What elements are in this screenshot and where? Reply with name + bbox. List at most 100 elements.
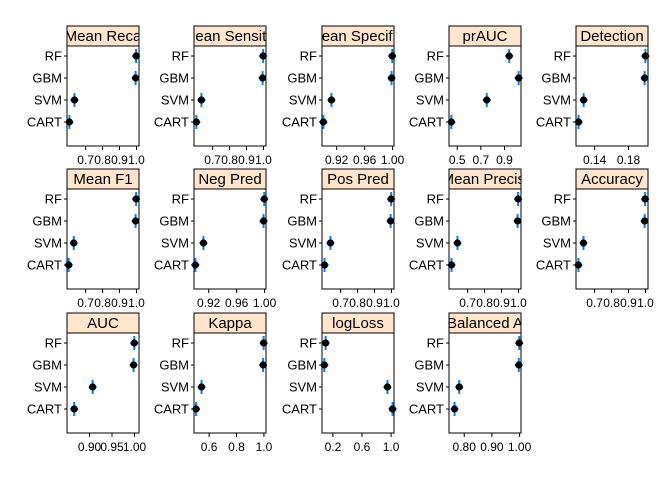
x-tick-label: 0.8	[94, 296, 111, 310]
category-label: RF	[427, 49, 444, 64]
category-label: SVM	[416, 380, 444, 395]
category-label: GBM	[159, 358, 189, 373]
x-tick-label: 0.96	[353, 153, 377, 167]
data-point	[132, 217, 140, 225]
category-label: CART	[27, 402, 62, 417]
x-tick-label: 0.9	[496, 153, 513, 167]
category-label: RF	[300, 192, 317, 207]
data-point	[450, 405, 459, 413]
data-point	[453, 239, 462, 247]
category-label: RF	[427, 192, 444, 207]
x-tick-label: 0.90	[78, 440, 102, 454]
data-point	[483, 96, 491, 104]
x-tick-label: 0.9	[111, 153, 128, 167]
data-point	[579, 239, 588, 247]
x-tick-label: 1.0	[128, 296, 145, 310]
panel-mean-precision: Mean Precisi RF GBM SVM CART 0.7 0.8 0.9 1.0	[409, 168, 527, 310]
x-tick-label: 0.8	[476, 296, 493, 310]
category-label: GBM	[32, 71, 62, 86]
category-label: SVM	[416, 93, 444, 108]
x-tick-label: 1.00	[508, 440, 532, 454]
data-point	[192, 405, 200, 413]
data-point	[70, 405, 78, 413]
data-point	[574, 261, 582, 269]
panel-border	[575, 45, 649, 147]
category-label: GBM	[541, 214, 571, 229]
x-tick-label: 1.00	[123, 440, 147, 454]
data-point	[192, 118, 200, 126]
panel-prauc: prAUC RF GBM SVM CART 0.5 0.7 0.9	[409, 25, 523, 167]
panel-border	[193, 188, 267, 290]
data-point	[319, 118, 327, 126]
x-tick-label: 0.5	[449, 153, 466, 167]
panel-auc: AUC RF GBM SVM CART 0.90 0.95 1.00	[27, 312, 147, 454]
data-point	[387, 195, 395, 203]
data-point	[388, 52, 396, 60]
category-label: RF	[45, 192, 62, 207]
x-tick-label: 0.7	[332, 296, 349, 310]
category-label: CART	[27, 258, 62, 273]
category-label: CART	[409, 115, 444, 130]
category-label: SVM	[34, 380, 62, 395]
category-label: CART	[154, 115, 189, 130]
x-tick-label: 0.8	[94, 153, 111, 167]
data-point	[514, 195, 522, 203]
x-tick-label: 0.7	[586, 296, 603, 310]
category-label: RF	[300, 49, 317, 64]
panel-border	[66, 45, 140, 147]
panel-border	[193, 45, 267, 147]
data-point	[447, 261, 456, 269]
panel-kappa: Kappa RF GBM SVM CART 0.6 0.8 1.0	[154, 312, 273, 454]
data-point	[515, 361, 523, 369]
x-tick-label: 1.0	[383, 296, 400, 310]
data-point	[197, 383, 206, 391]
category-label: SVM	[543, 93, 571, 108]
category-label: RF	[554, 192, 571, 207]
data-point	[132, 195, 140, 203]
strip-label: Balanced A	[447, 315, 523, 332]
data-point	[455, 383, 463, 391]
x-tick-label: 0.2	[325, 440, 342, 454]
x-tick-label: 0.9	[238, 153, 255, 167]
data-point	[259, 217, 268, 225]
x-tick-label: 0.7	[77, 153, 94, 167]
category-label: SVM	[289, 93, 317, 108]
data-point	[320, 261, 329, 269]
data-point	[89, 383, 97, 391]
strip-label: Mean Sensitiv	[183, 28, 278, 45]
data-point	[191, 261, 199, 269]
data-point	[641, 195, 649, 203]
data-point	[505, 52, 513, 60]
data-point	[130, 339, 138, 347]
category-label: GBM	[287, 358, 317, 373]
x-tick-label: 0.8	[349, 296, 366, 310]
category-label: GBM	[159, 214, 189, 229]
panel-border	[321, 188, 395, 290]
data-point	[580, 96, 588, 104]
strip-label: Kappa	[208, 315, 252, 332]
panel-detection-rate: Detection RF GBM SVM CART 0.14 0.18	[536, 25, 650, 167]
category-label: GBM	[414, 214, 444, 229]
x-tick-label: 0.90	[480, 440, 504, 454]
strip-label: Detection	[580, 28, 643, 45]
x-tick-label: 0.14	[583, 153, 607, 167]
data-point	[447, 118, 455, 126]
category-label: CART	[154, 402, 189, 417]
category-label: SVM	[289, 236, 317, 251]
data-point	[65, 261, 73, 269]
panel-border	[448, 188, 522, 290]
data-point	[130, 361, 138, 369]
x-tick-label: 0.9	[493, 296, 510, 310]
category-label: SVM	[161, 236, 189, 251]
strip-label: AUC	[87, 315, 119, 332]
category-label: RF	[45, 49, 62, 64]
panel-border	[448, 332, 522, 434]
category-label: CART	[282, 115, 317, 130]
data-point	[326, 239, 335, 247]
panel-mean-sensitivity: Mean Sensitiv RF GBM SVM CART 0.7 0.8 0.9 1.0	[154, 25, 278, 167]
panel-border	[193, 332, 267, 434]
category-label: CART	[282, 402, 317, 417]
strip-label: logLoss	[332, 315, 384, 332]
category-label: CART	[282, 258, 317, 273]
